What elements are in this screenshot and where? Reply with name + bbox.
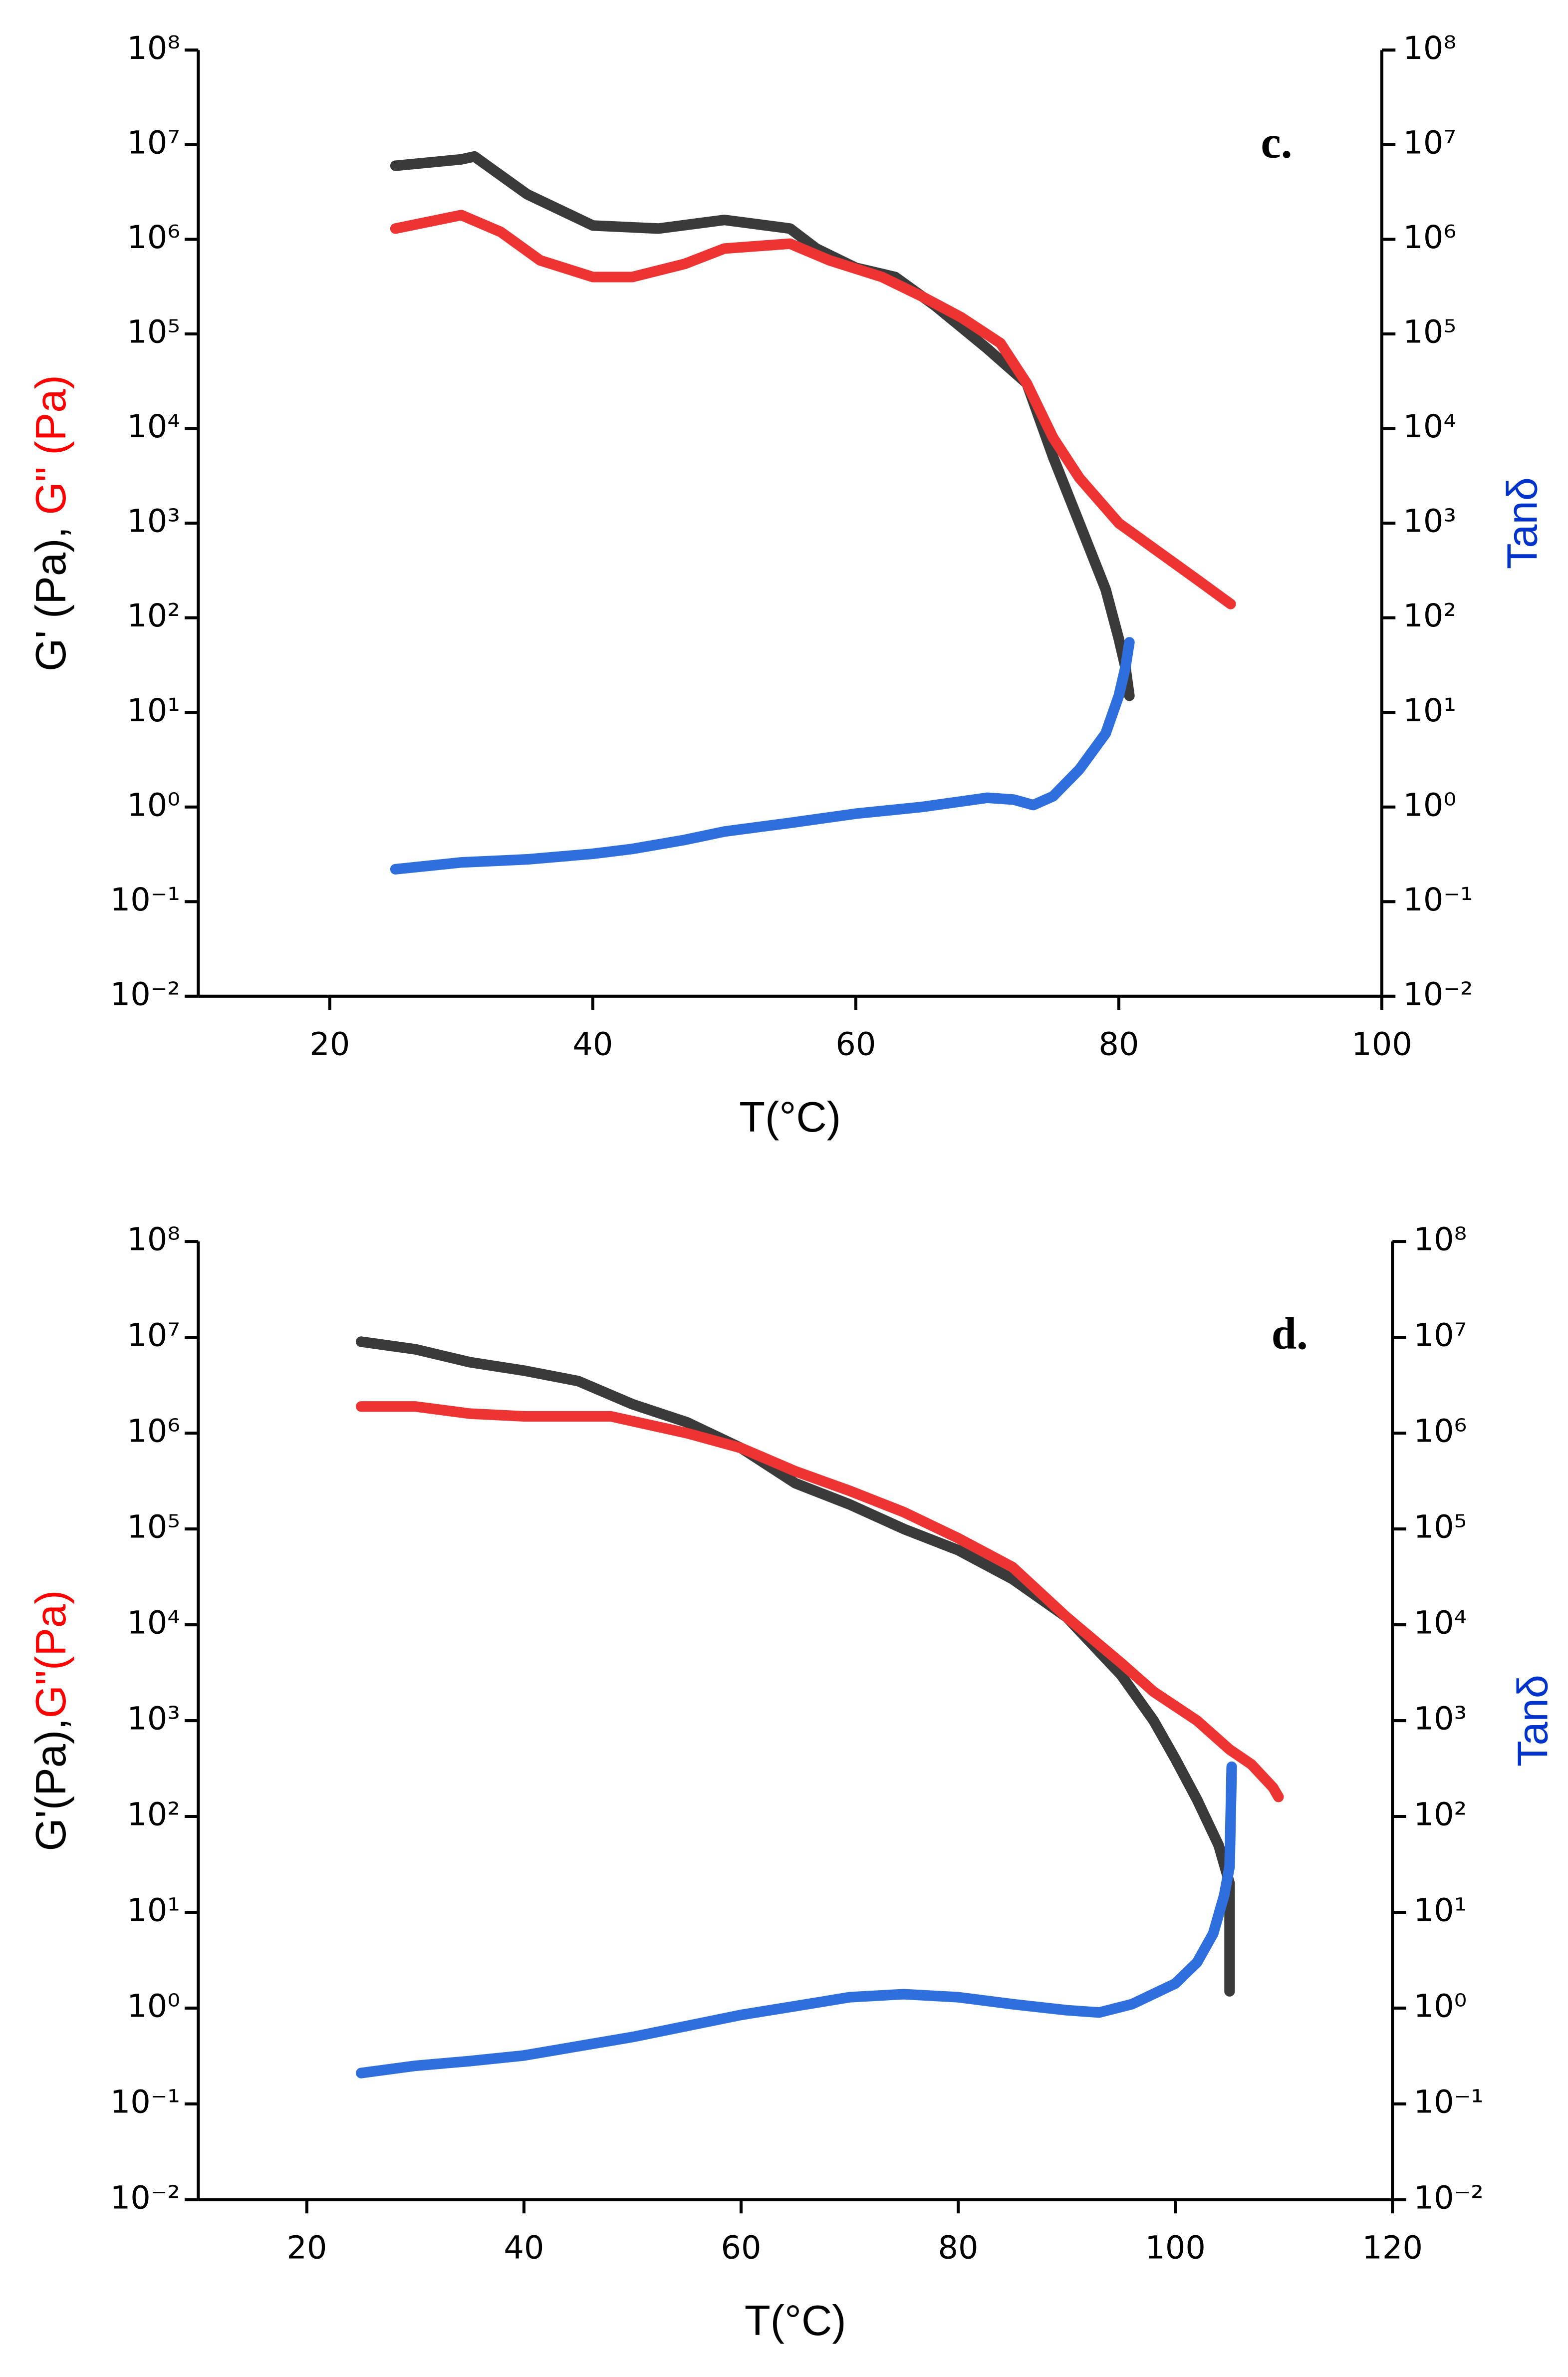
x-axis-title: T(°C)	[739, 1093, 841, 1141]
x-tick-label: 40	[504, 2230, 544, 2267]
y2-tick-label: 10³	[1403, 503, 1456, 540]
y-tick-label: 10⁻²	[110, 2180, 180, 2217]
y-tick-label: 10¹	[127, 692, 180, 729]
y-axis-title-part: G' (Pa),	[27, 515, 75, 671]
y2-tick-label: 10⁶	[1414, 1413, 1467, 1450]
x-tick-label: 100	[1145, 2230, 1206, 2267]
y2-tick-label: 10⁸	[1414, 1221, 1467, 1258]
y-tick-label: 10⁵	[127, 314, 180, 351]
x-tick-label: 60	[835, 1026, 876, 1063]
y2-axis-title: Tanδ	[1499, 477, 1546, 569]
y2-tick-label: 10²	[1414, 1796, 1467, 1833]
x-tick-label: 60	[721, 2230, 761, 2267]
chart-panel: 20 40 60 80 100 120 10⁻² 10⁻¹ 10⁰ 10¹ 10² 10³ 10⁴ 10⁵…	[27, 1221, 1557, 2344]
y-tick-label: 10¹	[127, 1892, 180, 1929]
x-axis-title: T(°C)	[745, 2297, 846, 2344]
y-tick-label: 10³	[127, 1701, 180, 1738]
y-axis-title-part: G"(Pa)	[27, 1590, 75, 1719]
data-series	[356, 1336, 1235, 1997]
y-tick-label: 10⁻¹	[110, 2084, 180, 2121]
y-tick-label: 10⁻¹	[110, 882, 180, 918]
data-series	[390, 637, 1135, 875]
y2-tick-label: 10⁶	[1403, 219, 1456, 256]
y-tick-label: 10⁷	[127, 124, 180, 161]
y2-tick-label: 10⁻²	[1403, 976, 1473, 1013]
data-series	[390, 210, 1236, 609]
y2-tick-label: 10⁻²	[1414, 2180, 1484, 2217]
y-tick-label: 10⁸	[127, 30, 180, 67]
y-tick-label: 10²	[127, 1796, 180, 1833]
y2-axis-title: Tanδ	[1509, 1675, 1557, 1767]
y-tick-label: 10⁶	[127, 219, 180, 256]
y2-tick-label: 10⁸	[1403, 30, 1456, 67]
y-tick-label: 10³	[127, 503, 180, 540]
y2-tick-label: 10³	[1414, 1701, 1467, 1738]
panel-label: d.	[1272, 1308, 1308, 1359]
data-series	[356, 1401, 1284, 1802]
y-tick-label: 10⁶	[127, 1413, 180, 1450]
x-tick-label: 100	[1351, 1026, 1412, 1063]
y2-tick-label: 10⁴	[1403, 408, 1456, 445]
x-tick-label: 80	[1098, 1026, 1139, 1063]
y2-tick-label: 10⁰	[1414, 1988, 1467, 2025]
y-tick-label: 10⁴	[127, 1605, 180, 1642]
y2-tick-label: 10⁵	[1414, 1509, 1467, 1546]
x-tick-label: 40	[572, 1026, 613, 1063]
y2-tick-label: 10⁷	[1403, 124, 1456, 161]
y-tick-label: 10⁰	[127, 1988, 180, 2025]
x-tick-label: 80	[938, 2230, 979, 2267]
y-tick-label: 10⁸	[127, 1221, 180, 1258]
y-axis-title: G' (Pa), G" (Pa)	[27, 375, 75, 671]
y2-tick-label: 10⁵	[1403, 314, 1456, 351]
y-tick-label: 10²	[127, 597, 180, 634]
y2-tick-label: 10²	[1403, 597, 1456, 634]
y-tick-label: 10⁴	[127, 408, 180, 445]
panel-label: c.	[1261, 117, 1292, 167]
y2-tick-label: 10⁻¹	[1403, 882, 1473, 918]
y-axis-title-part: G'(Pa),	[27, 1718, 75, 1851]
x-tick-label: 20	[309, 1026, 350, 1063]
y2-tick-label: 10⁷	[1414, 1317, 1467, 1354]
x-tick-label: 120	[1362, 2230, 1423, 2267]
y-axis-title-part: G" (Pa)	[27, 375, 75, 515]
x-tick-label: 20	[286, 2230, 327, 2267]
y-tick-label: 10⁻²	[110, 976, 180, 1013]
y2-tick-label: 10¹	[1414, 1892, 1467, 1929]
y2-tick-label: 10⁻¹	[1414, 2084, 1484, 2121]
data-series	[356, 1761, 1237, 2079]
y-tick-label: 10⁷	[127, 1317, 180, 1354]
y-axis-title: G'(Pa),G"(Pa)	[27, 1590, 75, 1851]
y2-tick-label: 10⁴	[1414, 1605, 1467, 1642]
chart-panel: 20 40 60 80 100 10⁻² 10⁻¹ 10⁰ 10¹ 10² 10³ 10⁴ 10⁵ 10⁶…	[27, 30, 1546, 1141]
y-tick-label: 10⁰	[127, 787, 180, 824]
y-tick-label: 10⁵	[127, 1509, 180, 1546]
y2-tick-label: 10⁰	[1403, 787, 1456, 824]
y2-tick-label: 10¹	[1403, 692, 1456, 729]
